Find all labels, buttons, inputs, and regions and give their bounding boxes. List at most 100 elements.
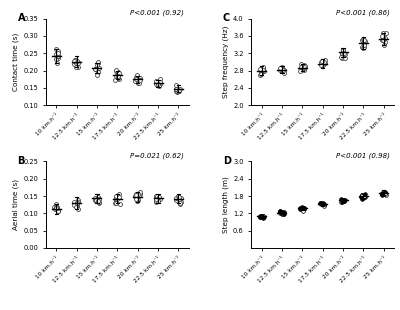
Point <box>75 206 82 211</box>
Point <box>74 64 81 69</box>
Point <box>297 206 303 211</box>
Point <box>278 211 285 216</box>
Point <box>362 194 368 199</box>
Point <box>380 30 386 35</box>
Point <box>53 46 59 51</box>
Point <box>177 200 183 205</box>
Point <box>319 59 325 64</box>
Point <box>381 190 388 195</box>
Point <box>277 68 284 73</box>
Point <box>260 214 266 219</box>
Point <box>72 202 79 207</box>
Point <box>75 60 81 65</box>
Point <box>321 203 328 208</box>
Point <box>358 193 365 198</box>
Point <box>382 190 389 195</box>
Point <box>279 210 285 215</box>
Point <box>260 65 266 70</box>
Point <box>279 68 285 73</box>
Point <box>380 36 386 41</box>
Point <box>54 60 60 65</box>
Point <box>260 68 266 73</box>
Point <box>92 195 98 200</box>
Point <box>280 211 286 216</box>
Point <box>75 60 82 65</box>
Point <box>93 72 100 77</box>
Point <box>52 206 58 211</box>
Point <box>53 201 59 206</box>
Point <box>300 206 307 211</box>
Point <box>114 74 121 79</box>
Point <box>276 210 283 215</box>
Point <box>133 76 139 81</box>
Point <box>54 53 61 58</box>
Point <box>318 200 324 205</box>
Point <box>338 198 345 203</box>
Point <box>281 67 287 72</box>
Point <box>360 46 366 51</box>
Point <box>321 60 328 65</box>
Text: A: A <box>18 13 25 24</box>
Point <box>112 78 119 82</box>
Point <box>280 67 286 72</box>
Point <box>55 209 61 214</box>
Point <box>341 199 348 204</box>
Point <box>113 197 120 202</box>
Point <box>300 208 306 213</box>
Point <box>74 59 80 64</box>
Point <box>156 84 162 89</box>
Point <box>256 73 263 78</box>
Point <box>383 31 389 36</box>
Point <box>258 69 265 74</box>
Point <box>379 33 385 38</box>
Point <box>379 191 385 196</box>
Point <box>136 78 143 83</box>
Point <box>153 198 159 203</box>
Point <box>51 205 58 210</box>
Point <box>136 193 142 198</box>
Point <box>135 80 141 85</box>
Point <box>93 65 100 70</box>
Point <box>155 81 162 86</box>
Point <box>153 199 160 204</box>
Text: C: C <box>223 13 230 24</box>
Point <box>360 194 367 199</box>
Point <box>136 76 143 81</box>
Point <box>92 198 98 203</box>
Point <box>257 213 264 218</box>
Point <box>174 90 180 95</box>
Text: P<0.001 (0.92): P<0.001 (0.92) <box>130 10 184 16</box>
Point <box>260 215 266 220</box>
Point <box>338 199 344 204</box>
Point <box>93 197 99 202</box>
Point <box>339 198 345 203</box>
Y-axis label: Contact time (s): Contact time (s) <box>13 33 19 91</box>
Point <box>72 58 78 63</box>
Point <box>380 37 387 42</box>
Point <box>177 202 184 206</box>
Point <box>53 56 59 61</box>
Point <box>75 200 81 205</box>
Point <box>297 207 304 212</box>
Point <box>95 61 102 66</box>
Point <box>278 68 284 73</box>
Point <box>53 205 60 210</box>
Point <box>173 87 179 92</box>
Point <box>360 42 367 47</box>
Point <box>301 205 308 210</box>
Point <box>301 64 308 69</box>
Point <box>155 199 161 204</box>
Point <box>176 196 182 201</box>
Point <box>342 55 348 60</box>
Point <box>114 73 121 78</box>
Point <box>281 70 288 75</box>
Point <box>133 75 139 80</box>
Point <box>153 82 160 86</box>
Point <box>94 198 101 203</box>
Point <box>113 196 119 201</box>
Point <box>362 192 368 197</box>
Point <box>319 63 326 68</box>
Point <box>342 197 349 202</box>
Point <box>71 61 78 66</box>
Point <box>322 60 328 65</box>
